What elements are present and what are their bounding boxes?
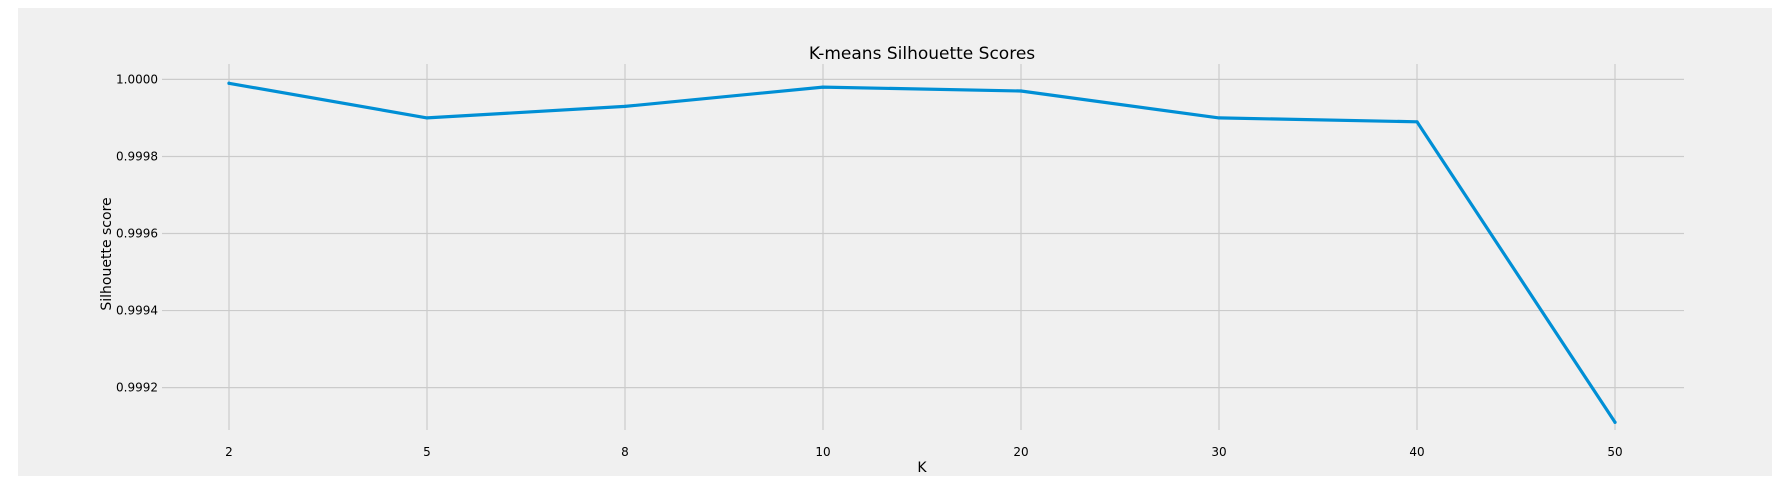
x-tick-label: 40 bbox=[1409, 445, 1424, 459]
grid-lines bbox=[162, 64, 1684, 430]
x-tick-label: 2 bbox=[225, 445, 233, 459]
data-point bbox=[227, 81, 231, 85]
y-tick-label: 0.9996 bbox=[116, 227, 158, 241]
y-tick-labels: 0.9992 0.9994 0.9996 0.9998 1.0000 bbox=[116, 72, 158, 394]
y-tick-label: 0.9994 bbox=[116, 304, 158, 318]
chart-title: K-means Silhouette Scores bbox=[809, 44, 1035, 64]
data-point bbox=[623, 104, 627, 108]
x-tick-labels: 2 5 8 10 20 30 40 50 bbox=[225, 445, 1622, 459]
chart-panel bbox=[18, 8, 1772, 476]
y-tick-label: 0.9998 bbox=[116, 149, 158, 163]
data-point bbox=[1415, 120, 1419, 124]
data-point bbox=[1613, 420, 1617, 424]
series-line bbox=[227, 81, 1617, 424]
x-tick-label: 8 bbox=[621, 445, 629, 459]
data-point bbox=[1019, 89, 1023, 93]
x-tick-label: 5 bbox=[423, 445, 431, 459]
data-point bbox=[425, 116, 429, 120]
series-layer bbox=[227, 81, 1617, 424]
x-tick-label: 30 bbox=[1211, 445, 1226, 459]
x-axis-label: K bbox=[917, 460, 927, 476]
x-tick-label: 20 bbox=[1013, 445, 1028, 459]
data-point bbox=[1217, 116, 1221, 120]
y-axis-label: Silhouette score bbox=[99, 197, 115, 310]
x-tick-label: 50 bbox=[1607, 445, 1622, 459]
y-tick-label: 0.9992 bbox=[116, 381, 158, 395]
x-tick-label: 10 bbox=[815, 445, 830, 459]
y-tick-label: 1.0000 bbox=[116, 72, 158, 86]
data-point bbox=[821, 85, 825, 89]
